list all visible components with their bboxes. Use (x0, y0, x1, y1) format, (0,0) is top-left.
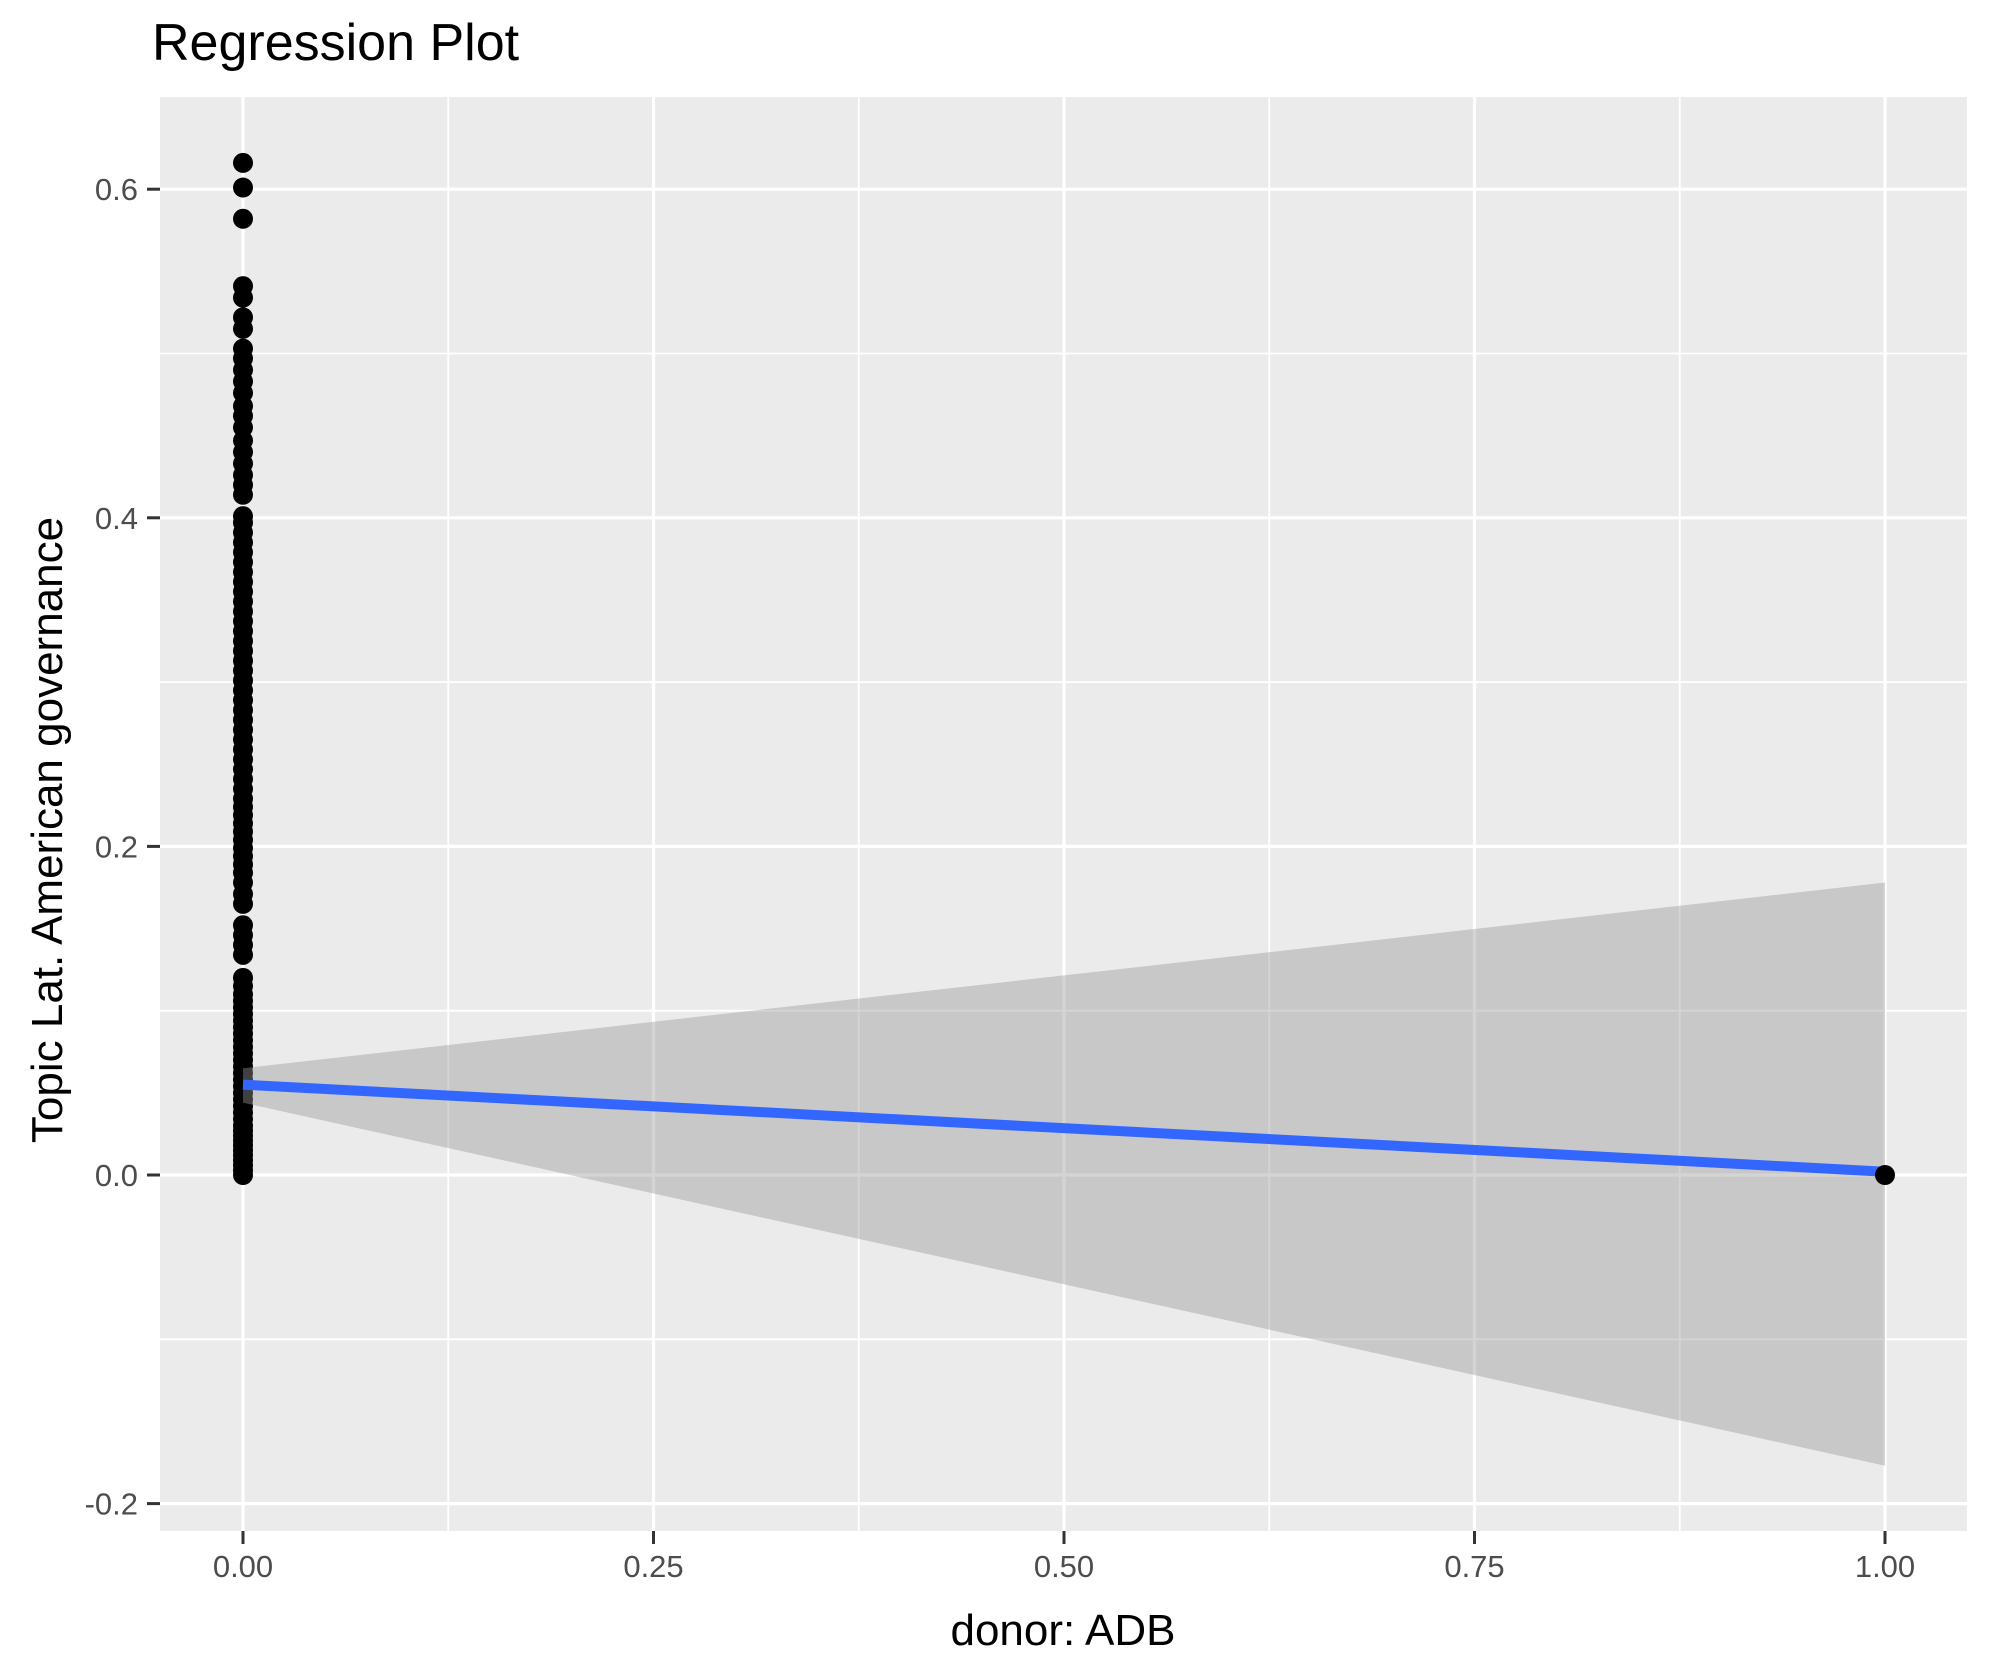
y-tick-label: 0.6 (95, 172, 138, 207)
x-tick-label: 1.00 (1855, 1549, 1915, 1584)
data-point (233, 276, 253, 297)
x-axis-title: donor: ADB (950, 1606, 1175, 1655)
data-point (233, 506, 253, 527)
x-tick-label: 0.00 (213, 1549, 273, 1584)
chart-layer: 0.00 0.25 0.50 0.75 1.00 0.6 0.4 0.2 0.0 -0.2 (85, 97, 1967, 1584)
data-point (233, 307, 253, 328)
regression-line (242, 1079, 1886, 1177)
data-point (233, 967, 253, 988)
plot-title: Regression Plot (152, 14, 520, 72)
data-point (233, 208, 253, 229)
x-tick-label: 0.75 (1444, 1549, 1504, 1584)
data-point (233, 915, 253, 936)
data-point (233, 177, 253, 198)
y-tick-label: -0.2 (85, 1487, 138, 1522)
x-tick-label: 0.50 (1034, 1549, 1094, 1584)
confidence-band (243, 882, 1885, 1466)
x-tick-label: 0.25 (623, 1549, 683, 1584)
data-point (1875, 1165, 1895, 1185)
data-point (233, 338, 253, 359)
y-tick-label: 0.2 (95, 829, 138, 864)
data-point (233, 152, 253, 173)
y-axis-title: Topic Lat. American governance (23, 517, 72, 1143)
y-tick-label: 0.4 (95, 501, 138, 536)
y-tick-label: 0.0 (95, 1158, 138, 1193)
